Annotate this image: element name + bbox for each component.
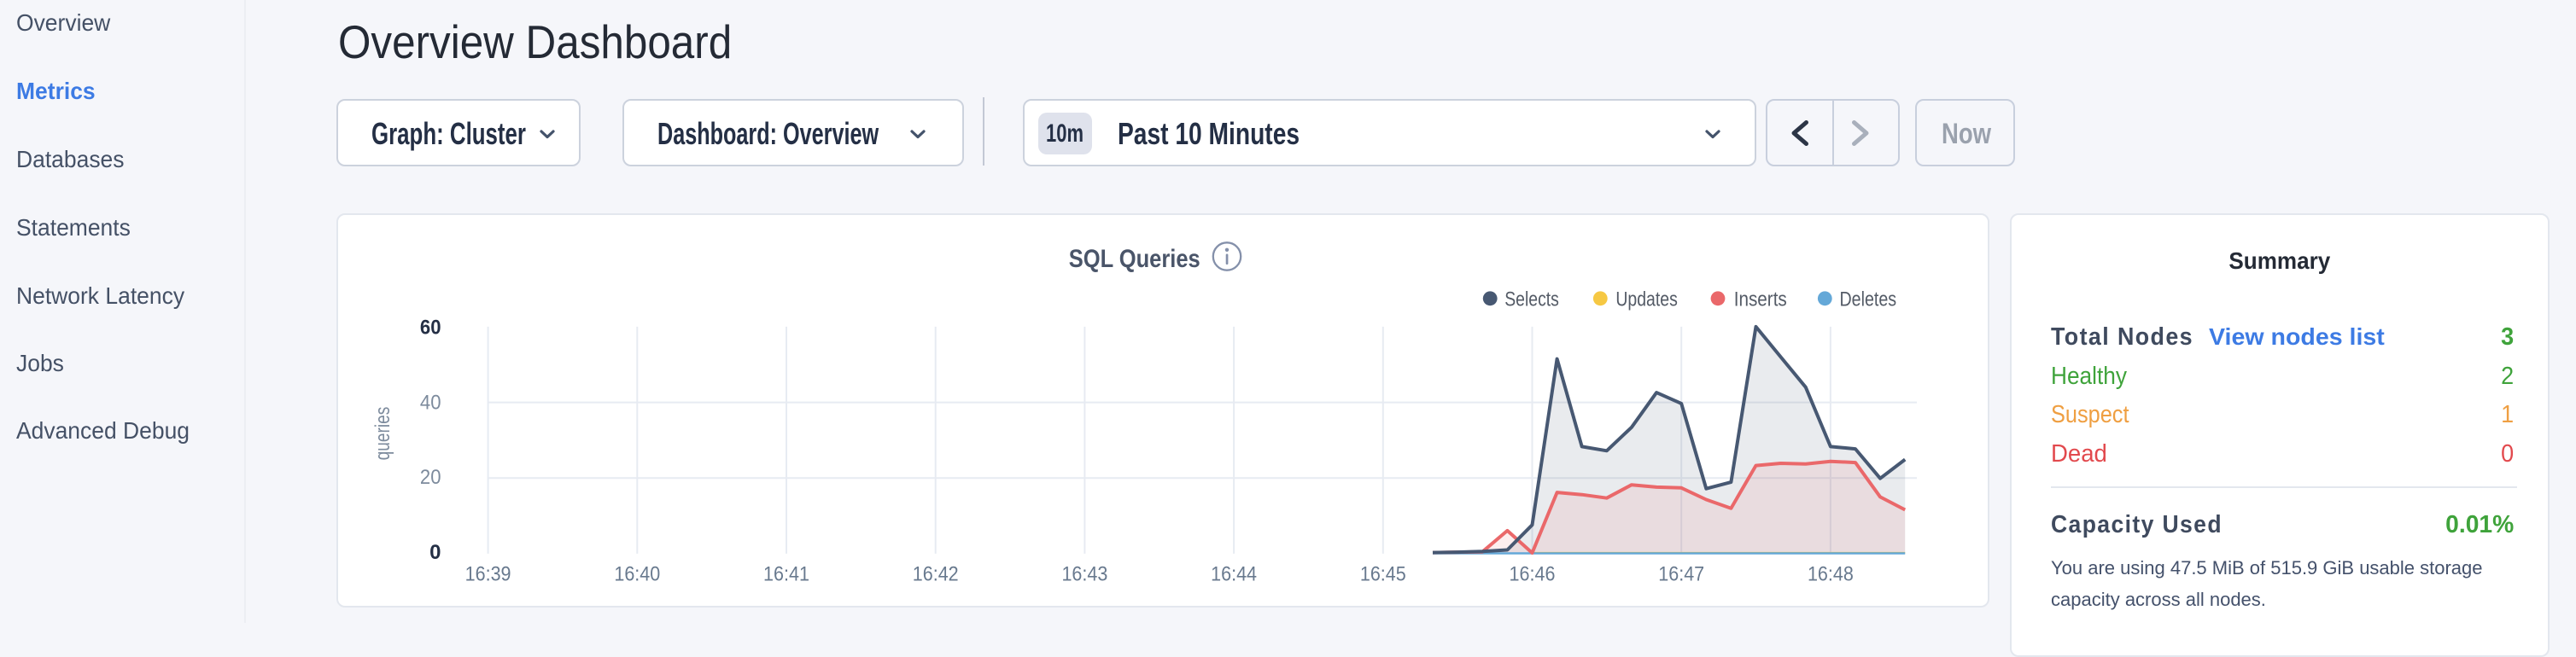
- svg-text:16:48: 16:48: [1808, 563, 1854, 586]
- svg-text:Updates: Updates: [1615, 288, 1677, 311]
- svg-text:16:41: 16:41: [763, 563, 809, 586]
- svg-text:40: 40: [420, 391, 441, 414]
- svg-text:16:39: 16:39: [465, 563, 511, 586]
- svg-text:Inserts: Inserts: [1734, 288, 1787, 311]
- svg-text:16:42: 16:42: [913, 563, 959, 586]
- svg-text:20: 20: [420, 466, 441, 489]
- svg-text:queries: queries: [371, 407, 394, 461]
- svg-text:16:40: 16:40: [614, 563, 660, 586]
- svg-text:SQL Queries: SQL Queries: [1069, 245, 1200, 273]
- svg-text:16:44: 16:44: [1211, 563, 1257, 586]
- svg-text:Selects: Selects: [1504, 288, 1559, 311]
- svg-text:60: 60: [420, 317, 441, 340]
- svg-text:16:47: 16:47: [1658, 563, 1704, 586]
- svg-text:16:43: 16:43: [1061, 563, 1107, 586]
- svg-text:16:46: 16:46: [1510, 563, 1556, 586]
- svg-text:16:45: 16:45: [1360, 563, 1406, 586]
- svg-text:0: 0: [429, 541, 441, 564]
- svg-text:Deletes: Deletes: [1840, 288, 1897, 311]
